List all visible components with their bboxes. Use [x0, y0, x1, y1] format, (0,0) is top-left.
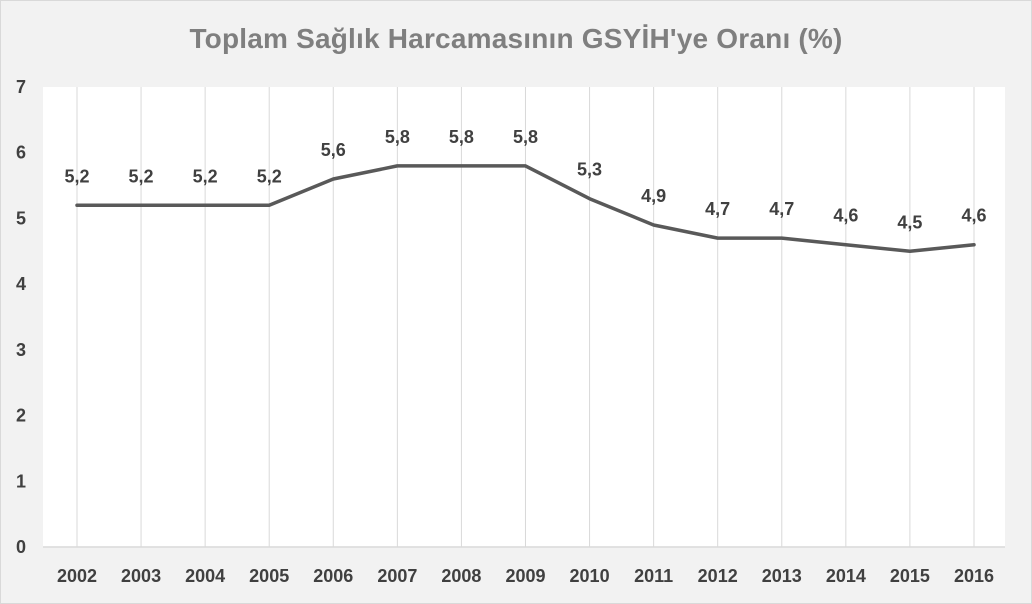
- y-axis-tick-labels: 0 1 2 3 4 5 6 7: [16, 77, 26, 557]
- data-label: 5,2: [257, 166, 282, 186]
- x-tick-label: 2010: [570, 566, 610, 586]
- y-tick-label: 1: [16, 471, 26, 491]
- y-tick-label: 3: [16, 340, 26, 360]
- x-tick-label: 2006: [313, 566, 353, 586]
- x-tick-label: 2002: [57, 566, 97, 586]
- data-label: 5,3: [577, 160, 602, 180]
- series-line-group: [75, 164, 976, 254]
- data-label: 5,8: [385, 127, 410, 147]
- data-label: 4,7: [705, 199, 730, 219]
- x-axis-tick-labels: 2002 2003 2004 2005 2006 2007 2008 2009 2010 2011…: [57, 566, 994, 586]
- series-line: [75, 164, 976, 254]
- data-label: 4,6: [961, 206, 986, 226]
- x-tick-label: 2008: [441, 566, 481, 586]
- data-label: 5,2: [193, 166, 218, 186]
- data-label: 5,6: [321, 140, 346, 160]
- data-label: 4,9: [641, 186, 666, 206]
- data-label: 5,8: [449, 127, 474, 147]
- data-label: 5,8: [513, 127, 538, 147]
- x-tick-label: 2016: [954, 566, 994, 586]
- plot-area: [43, 87, 1005, 547]
- y-tick-label: 0: [16, 537, 26, 557]
- gridlines: [76, 87, 975, 547]
- data-label: 5,2: [64, 166, 89, 186]
- x-tick-label: 2012: [698, 566, 738, 586]
- x-tick-label: 2004: [185, 566, 225, 586]
- y-tick-label: 4: [16, 274, 26, 294]
- data-label: 4,6: [833, 206, 858, 226]
- data-label: 5,2: [129, 166, 154, 186]
- data-label: 4,7: [769, 199, 794, 219]
- x-tick-label: 2011: [634, 566, 673, 586]
- data-labels: 5,2 5,2 5,2 5,2 5,6 5,8 5,8 5,8 5,3 4,9 4,7 4,7 4,6 4…: [64, 127, 986, 232]
- x-tick-label: 2005: [249, 566, 289, 586]
- x-tick-label: 2013: [762, 566, 802, 586]
- x-tick-label: 2009: [505, 566, 545, 586]
- y-tick-label: 6: [16, 143, 26, 163]
- x-tick-label: 2015: [890, 566, 930, 586]
- chart-title: Toplam Sağlık Harcamasının GSYİH'ye Oran…: [189, 23, 843, 54]
- x-tick-label: 2014: [826, 566, 866, 586]
- y-tick-label: 5: [16, 208, 26, 228]
- data-label: 4,5: [897, 212, 922, 232]
- y-tick-label: 7: [16, 77, 26, 97]
- x-tick-label: 2007: [377, 566, 417, 586]
- x-tick-label: 2003: [121, 566, 161, 586]
- y-tick-label: 2: [16, 406, 26, 426]
